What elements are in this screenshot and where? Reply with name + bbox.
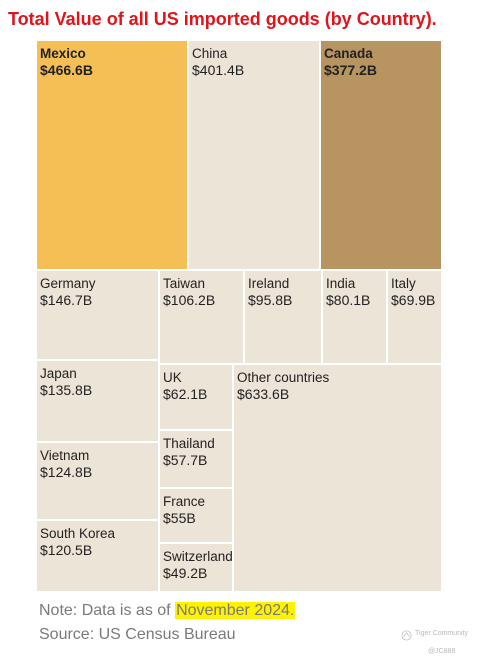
cell-italy-value: $69.9B	[391, 292, 436, 308]
cell-thailand: Thailand $57.7B	[159, 430, 233, 488]
cell-other-countries: Other countries $633.6B	[233, 364, 442, 592]
cell-mexico-value: $466.6B	[40, 62, 93, 78]
cell-other-countries-name: Other countries	[237, 370, 330, 385]
cell-germany-value: $146.7B	[40, 292, 93, 308]
cell-italy-name: Italy	[391, 276, 416, 291]
cell-china-value: $401.4B	[192, 62, 245, 78]
cell-france-value: $55B	[163, 510, 196, 526]
cell-india-value: $80.1B	[326, 292, 371, 308]
cell-germany-name: Germany	[40, 276, 96, 291]
cell-mexico: Mexico $466.6B	[36, 40, 188, 270]
cell-ireland: Ireland $95.8B	[244, 270, 322, 364]
cell-taiwan-value: $106.2B	[163, 292, 216, 308]
data-note: Note: Data is as of November 2024.	[39, 602, 296, 620]
cell-taiwan: Taiwan $106.2B	[159, 270, 244, 364]
cell-canada-value: $377.2B	[324, 62, 377, 78]
cell-italy: Italy $69.9B	[387, 270, 442, 364]
cell-japan: Japan $135.8B	[36, 360, 159, 442]
cell-uk: UK $62.1B	[159, 364, 233, 430]
source-note: Source: US Census Bureau	[39, 626, 236, 643]
cell-china: China $401.4B	[188, 40, 320, 270]
cell-south-korea-value: $120.5B	[40, 542, 93, 558]
cell-south-korea: South Korea $120.5B	[36, 520, 159, 592]
watermark-logo-icon	[401, 630, 412, 641]
watermark-user: @JC888	[428, 648, 456, 655]
data-note-prefix: Note: Data is as of	[39, 602, 176, 619]
cell-germany: Germany $146.7B	[36, 270, 159, 360]
chart-title: Total Value of all US imported goods (by…	[8, 9, 437, 29]
cell-canada: Canada $377.2B	[320, 40, 442, 270]
cell-ireland-name: Ireland	[248, 276, 290, 291]
cell-south-korea-name: South Korea	[40, 526, 116, 541]
cell-switzerland-name: Switzerland	[163, 549, 233, 564]
data-note-date: November 2024.	[175, 602, 296, 619]
cell-thailand-name: Thailand	[163, 436, 215, 451]
cell-france-name: France	[163, 494, 206, 509]
cell-uk-value: $62.1B	[163, 386, 208, 402]
cell-ireland-value: $95.8B	[248, 292, 293, 308]
cell-vietnam-name: Vietnam	[40, 448, 90, 463]
cell-japan-name: Japan	[40, 366, 77, 381]
cell-vietnam: Vietnam $124.8B	[36, 442, 159, 520]
cell-japan-value: $135.8B	[40, 382, 93, 398]
cell-vietnam-value: $124.8B	[40, 464, 93, 480]
cell-other-countries-value: $633.6B	[237, 386, 290, 402]
cell-india-name: India	[326, 276, 356, 291]
cell-china-name: China	[192, 46, 228, 61]
cell-canada-name: Canada	[324, 46, 373, 61]
cell-thailand-value: $57.7B	[163, 452, 208, 468]
cell-mexico-name: Mexico	[40, 46, 86, 61]
cell-india: India $80.1B	[322, 270, 387, 364]
cell-switzerland: Switzerland $49.2B	[159, 543, 233, 592]
cell-france: France $55B	[159, 488, 233, 543]
cell-switzerland-value: $49.2B	[163, 565, 208, 581]
watermark-text: Tiger Community	[415, 630, 469, 637]
cell-uk-name: UK	[163, 370, 182, 385]
treemap: Mexico $466.6B China $401.4B Canada $377…	[36, 40, 442, 592]
cell-taiwan-name: Taiwan	[163, 276, 206, 291]
